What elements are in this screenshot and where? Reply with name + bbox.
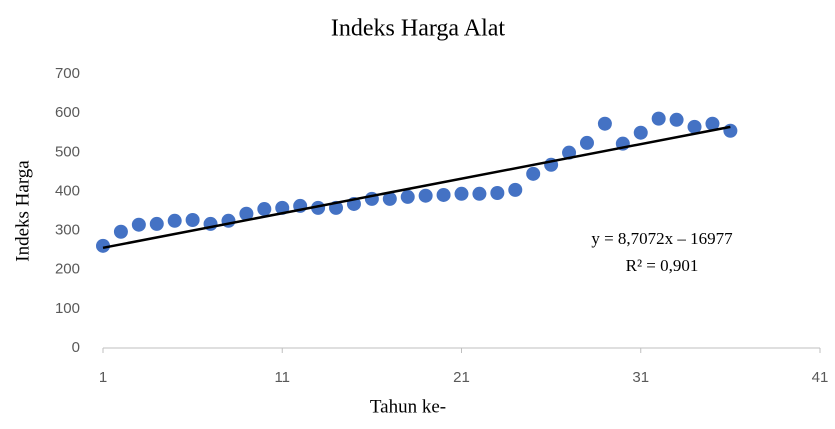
chart-title: Indeks Harga Alat: [331, 16, 506, 42]
point: [579, 135, 594, 150]
point: [436, 187, 451, 202]
point: [526, 166, 541, 181]
point: [687, 119, 702, 134]
point: [633, 125, 648, 140]
point: [418, 188, 433, 203]
point: [113, 224, 128, 239]
point: [454, 186, 469, 201]
point: [311, 200, 326, 215]
point: [597, 116, 612, 131]
point: [382, 191, 397, 206]
point: [723, 123, 738, 138]
point: [508, 182, 523, 197]
y-axis-label: Indeks Harga: [12, 160, 33, 262]
y-tick-label: 700: [55, 65, 80, 82]
point: [400, 189, 415, 204]
y-tick-label: 600: [55, 104, 80, 121]
y-tick-label: 400: [55, 182, 80, 199]
point: [185, 213, 200, 228]
point: [669, 112, 684, 127]
point: [149, 216, 164, 231]
point: [96, 238, 110, 253]
x-tick-label: 11: [274, 369, 290, 386]
x-axis-label: Tahun ke-: [370, 396, 446, 417]
point: [705, 116, 720, 131]
y-tick-label: 500: [55, 143, 80, 160]
x-tick-label: 31: [632, 369, 649, 386]
x-tick-label: 21: [453, 369, 470, 386]
equation: y = 8,7072x – 16977: [591, 229, 733, 248]
y-tick-label: 300: [55, 222, 80, 239]
y-tick-label: 0: [72, 339, 80, 356]
x-tick-label: 1: [99, 369, 107, 386]
r-squared: R² = 0,901: [626, 256, 699, 275]
point: [167, 213, 182, 228]
point: [257, 202, 272, 217]
y-tick-label: 100: [55, 300, 80, 317]
point: [472, 186, 487, 201]
point: [651, 111, 666, 126]
x-tick-label: 41: [812, 369, 829, 386]
point: [131, 217, 146, 232]
point: [490, 185, 505, 200]
y-tick-label: 200: [55, 261, 80, 278]
trendline: [102, 125, 731, 250]
point: [239, 206, 254, 221]
